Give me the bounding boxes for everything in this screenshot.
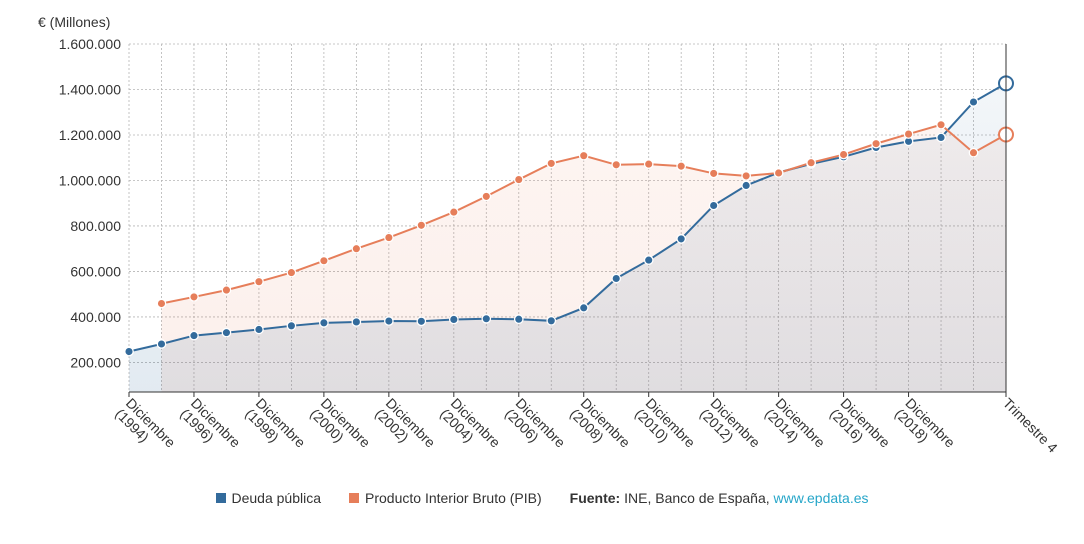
- y-tick-label: 1.000.000: [59, 172, 121, 188]
- data-point-pib[interactable]: [773, 168, 784, 178]
- data-point-pib[interactable]: [611, 159, 622, 170]
- y-tick-label: 600.000: [70, 263, 121, 279]
- data-point-pib[interactable]: [578, 150, 589, 161]
- data-point-pib[interactable]: [741, 171, 751, 181]
- x-tick-label: Diciembre(2006): [502, 395, 569, 462]
- data-point-pib[interactable]: [546, 158, 557, 169]
- data-point-pib[interactable]: [838, 149, 849, 160]
- data-point-pib[interactable]: [319, 255, 329, 266]
- legend-swatch-deuda: [215, 493, 226, 503]
- data-point-pib[interactable]: [286, 267, 297, 278]
- source-credit: Fuente: INE, Banco de España, www.epdata…: [570, 490, 869, 506]
- data-point-deuda[interactable]: [676, 234, 687, 244]
- y-tick-label: 800.000: [70, 218, 121, 234]
- data-point-pib[interactable]: [871, 138, 881, 149]
- x-tick-label: Diciembre(1994): [112, 395, 179, 462]
- data-point-deuda[interactable]: [708, 200, 719, 211]
- data-point-deuda[interactable]: [286, 320, 297, 331]
- x-tick-label: Diciembre(2010): [632, 395, 699, 462]
- data-point-deuda[interactable]: [448, 314, 459, 325]
- data-point-pib[interactable]: [351, 243, 362, 254]
- data-point-deuda[interactable]: [124, 346, 134, 357]
- legend-label-pib: Producto Interior Bruto (PIB): [365, 490, 542, 506]
- data-point-pib[interactable]: [416, 220, 427, 231]
- data-point-deuda[interactable]: [319, 318, 329, 328]
- data-point-deuda[interactable]: [481, 313, 492, 324]
- data-point-pib[interactable]: [189, 292, 199, 302]
- x-tick-label: Diciembre(2014): [762, 395, 829, 462]
- data-point-pib[interactable]: [643, 159, 654, 169]
- data-point-deuda[interactable]: [351, 317, 362, 327]
- x-tick-label: Diciembre(1998): [242, 395, 309, 462]
- data-point-pib[interactable]: [384, 232, 394, 243]
- y-tick-label: 1.600.000: [59, 36, 121, 52]
- data-point-pib[interactable]: [903, 129, 914, 139]
- data-point-pib[interactable]: [254, 276, 264, 287]
- legend: Deuda pública Producto Interior Bruto (P…: [0, 490, 1084, 506]
- legend-item-pib[interactable]: Producto Interior Bruto (PIB): [349, 490, 542, 506]
- source-link[interactable]: www.epdata.es: [773, 490, 869, 506]
- x-tick-label: Diciembre(2002): [372, 395, 439, 462]
- x-tick-label: Diciembre(2012): [697, 395, 764, 462]
- data-point-pib[interactable]: [513, 174, 524, 185]
- x-tick-label: Diciembre(2008): [567, 395, 634, 462]
- legend-swatch-pib: [349, 493, 360, 503]
- series-line-deuda: [128, 82, 1007, 353]
- data-point-deuda[interactable]: [221, 327, 232, 338]
- data-point-deuda[interactable]: [384, 316, 394, 326]
- data-point-deuda[interactable]: [936, 132, 946, 143]
- source-label: Fuente:: [569, 490, 621, 506]
- data-point-deuda[interactable]: [741, 180, 751, 191]
- x-tick-label-line: Trimestre 4: [1000, 395, 1061, 456]
- data-point-pib[interactable]: [448, 207, 459, 217]
- data-point-deuda[interactable]: [611, 273, 622, 284]
- y-tick-label: 200.000: [70, 354, 121, 370]
- legend-label-deuda: Deuda pública: [231, 490, 322, 506]
- data-point-deuda[interactable]: [968, 97, 979, 107]
- data-point-deuda[interactable]: [156, 339, 167, 349]
- source-text: INE, Banco de España,: [620, 490, 774, 506]
- data-point-deuda[interactable]: [643, 255, 654, 265]
- x-tick-label: Diciembre(2016): [827, 395, 894, 462]
- x-tick-label: Trimestre 4: [1000, 395, 1061, 456]
- data-point-pib[interactable]: [156, 298, 167, 309]
- data-point-pib[interactable]: [221, 285, 232, 295]
- data-point-deuda[interactable]: [254, 324, 264, 335]
- x-tick-label: Diciembre(2018): [892, 395, 959, 462]
- data-point-deuda[interactable]: [189, 330, 199, 341]
- x-tick-label: Diciembre(2000): [307, 395, 374, 462]
- area-deuda: [129, 83, 1006, 392]
- data-point-pib[interactable]: [708, 168, 719, 179]
- y-tick-label: 1.400.000: [59, 81, 121, 97]
- data-point-pib[interactable]: [936, 119, 946, 130]
- y-tick-label: 400.000: [70, 309, 121, 325]
- data-point-pib[interactable]: [481, 191, 492, 202]
- legend-item-deuda[interactable]: Deuda pública: [215, 490, 322, 506]
- y-axis-label: € (Millones): [38, 14, 110, 30]
- line-chart: 200.000 400.000 600.000 800.000 1.000.000 1.2…: [38, 14, 1061, 462]
- y-tick-label: 1.200.000: [59, 127, 121, 143]
- data-point-deuda[interactable]: [578, 302, 589, 313]
- x-tick-label: Diciembre(1996): [177, 395, 244, 462]
- data-point-pib[interactable]: [968, 147, 979, 158]
- data-point-deuda[interactable]: [513, 314, 524, 325]
- x-tick-label: Diciembre(2004): [437, 395, 504, 462]
- data-point-pib[interactable]: [806, 157, 816, 168]
- data-point-deuda[interactable]: [416, 316, 427, 327]
- data-point-pib[interactable]: [676, 161, 687, 171]
- data-point-deuda[interactable]: [546, 315, 557, 326]
